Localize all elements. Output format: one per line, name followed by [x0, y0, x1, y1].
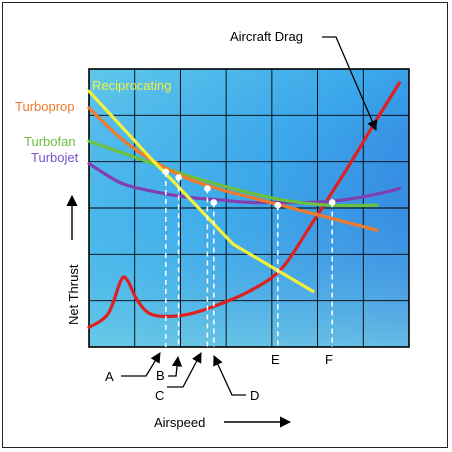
series-line-turboprop: [87, 106, 379, 232]
marker-layer: [162, 168, 336, 347]
marker-letter-f: F: [325, 352, 333, 367]
leader-c: [167, 352, 202, 388]
label-turbofan: Turbofan: [24, 134, 76, 149]
marker-point-f: [328, 199, 336, 206]
grid: [89, 69, 409, 347]
marker-letter-d: D: [250, 388, 259, 403]
drag-label-leader: [322, 36, 378, 131]
marker-point-b: [175, 174, 182, 181]
series-layer: [87, 81, 401, 330]
label-turbojet: Turbojet: [31, 150, 79, 165]
series-line-reciprocating: [87, 89, 315, 293]
label-reciprocating: Reciprocating: [92, 78, 172, 93]
leader-b: [168, 355, 183, 377]
marker-point-e: [274, 201, 282, 209]
label-aircraft-drag: Aircraft Drag: [230, 29, 303, 44]
series-line-turbofan: [87, 139, 379, 208]
x-axis-label: Airspeed: [154, 415, 205, 430]
y-axis-label: Net Thrust: [66, 264, 81, 325]
plot-border: [88, 68, 410, 348]
marker-point-d: [210, 199, 218, 206]
series-line-turbojet: [87, 161, 401, 205]
marker-letter-c: C: [155, 388, 164, 403]
leader-d: [213, 355, 246, 396]
marker-letter-e: E: [271, 352, 280, 367]
marker-letter-a: A: [105, 369, 114, 384]
marker-point-a: [162, 168, 170, 176]
leader-a: [121, 352, 161, 377]
marker-letter-b: B: [156, 368, 165, 383]
marker-point-c: [204, 185, 211, 192]
label-turboprop: Turboprop: [15, 99, 75, 114]
series-line-aircraft-drag: [87, 81, 401, 330]
